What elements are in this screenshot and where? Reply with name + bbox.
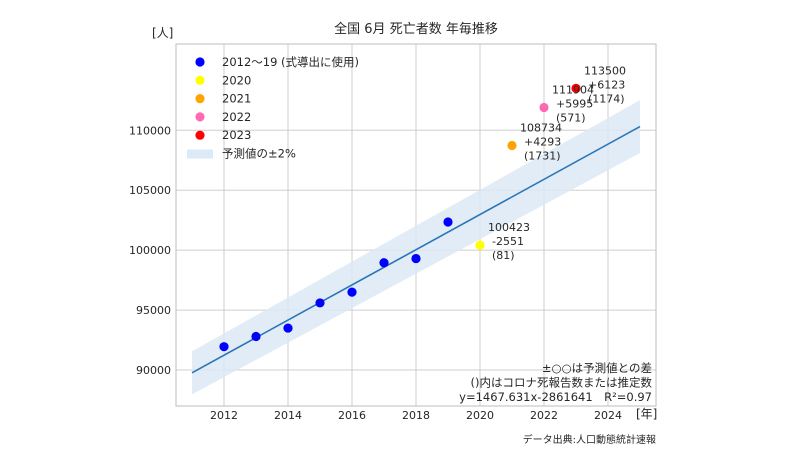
legend-band-swatch bbox=[187, 149, 213, 159]
data-point bbox=[507, 140, 517, 151]
data-point bbox=[475, 240, 485, 250]
chart-note: y=1467.631x-2861641 R²=0.97 bbox=[459, 390, 652, 404]
point-annotation-line: +6123 bbox=[588, 78, 625, 91]
y-tick-label: 110000 bbox=[129, 124, 171, 137]
point-annotation-line: (81) bbox=[492, 249, 515, 262]
chart-note: ±○○は予測値との差 bbox=[542, 361, 652, 375]
point-annotation-line: (571) bbox=[556, 111, 586, 124]
point-annotation-line: +5995 bbox=[556, 97, 593, 110]
point-annotation-line: (1731) bbox=[524, 149, 561, 162]
data-source-caption: データ出典:人口動態統計速報 bbox=[523, 433, 656, 446]
y-axis-label: [人] bbox=[152, 26, 173, 40]
data-point bbox=[283, 323, 293, 333]
point-annotation-line: 108734 bbox=[520, 121, 562, 134]
x-tick-label: 2012 bbox=[210, 409, 238, 422]
data-point bbox=[443, 217, 453, 227]
y-tick-label: 95000 bbox=[136, 304, 171, 317]
plot-frame bbox=[175, 43, 657, 407]
x-tick-label: 2020 bbox=[466, 409, 494, 422]
data-point bbox=[347, 287, 357, 297]
legend-label: 2022 bbox=[222, 110, 251, 124]
legend-label: 2012〜19 (式導出に使用) bbox=[222, 55, 359, 69]
data-point bbox=[539, 102, 549, 113]
data-point bbox=[219, 342, 229, 352]
legend-marker bbox=[195, 130, 205, 140]
data-point bbox=[571, 83, 581, 93]
x-axis-label: [年] bbox=[636, 407, 657, 421]
y-tick-label: 90000 bbox=[136, 364, 171, 377]
x-tick-label: 2024 bbox=[594, 409, 622, 422]
legend-marker bbox=[195, 75, 205, 85]
prediction-band bbox=[192, 100, 640, 395]
data-point bbox=[251, 331, 261, 342]
legend-label: 予測値の±2% bbox=[222, 147, 296, 161]
point-annotation-line: 113500 bbox=[584, 64, 626, 77]
legend-label: 2021 bbox=[222, 92, 251, 106]
legend-label: 2020 bbox=[222, 73, 251, 87]
x-tick-label: 2016 bbox=[338, 409, 366, 422]
legend-marker bbox=[195, 57, 205, 67]
data-point bbox=[379, 258, 389, 268]
legend-marker bbox=[195, 94, 205, 104]
chart-note: ()内はコロナ死報告数または推定数 bbox=[471, 376, 653, 390]
data-point bbox=[315, 298, 325, 308]
point-annotation-line: 111904 bbox=[552, 83, 594, 96]
x-tick-label: 2022 bbox=[530, 409, 558, 422]
data-point bbox=[411, 253, 421, 264]
y-tick-label: 105000 bbox=[129, 184, 171, 197]
point-annotation-line: (1174) bbox=[588, 92, 625, 105]
legend-label: 2023 bbox=[222, 128, 251, 142]
point-annotation-line: +4293 bbox=[524, 135, 561, 148]
y-tick-label: 100000 bbox=[129, 244, 171, 257]
legend-marker bbox=[195, 112, 205, 122]
chart-title: 全国 6月 死亡者数 年毎推移 bbox=[334, 21, 498, 37]
point-annotation-line: 100423 bbox=[488, 221, 530, 234]
regression-line bbox=[191, 125, 641, 374]
point-annotation-line: -2551 bbox=[492, 235, 524, 248]
x-tick-label: 2014 bbox=[274, 409, 302, 422]
x-tick-label: 2018 bbox=[402, 409, 430, 422]
